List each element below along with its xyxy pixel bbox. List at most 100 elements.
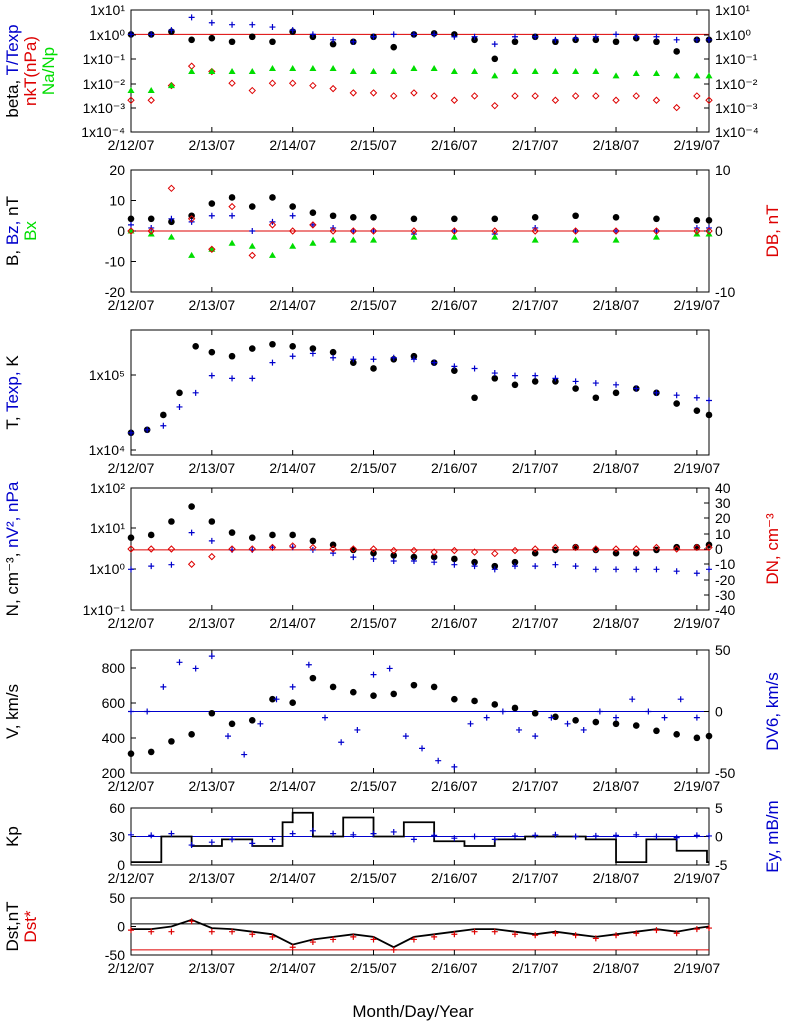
dv6-point [257,720,264,727]
bx-point [531,236,539,243]
dn-point [511,546,519,555]
nkt-npa--point [147,96,155,104]
dst--point [168,928,175,935]
dst--point [350,933,357,940]
t-point [531,378,539,385]
n-point [370,549,377,557]
db-point [228,202,236,211]
x-tick-label: 2/15/07 [350,615,397,631]
y2-tick-label: 1x10⁻⁴ [715,124,759,140]
t-point [329,348,337,356]
dst--point [693,926,700,933]
ey-point [128,831,134,838]
n-point [632,549,640,557]
nkt-npa--point [652,96,661,104]
v-point [592,718,600,726]
db-point [612,227,620,235]
dv6-point [693,714,700,721]
y2-tick-label: 30 [715,495,731,511]
nv2-point [592,566,599,573]
texp-point [653,389,660,396]
dv6-point [451,763,458,770]
dv6-point [467,720,474,727]
b-point [309,209,317,216]
dst--point [208,928,215,935]
y-tick-label: 0 [117,919,125,935]
nkt-npa--point [470,92,479,100]
ey-point [532,832,539,839]
dv6-point [160,683,167,690]
dst--point [229,928,236,935]
t-texp-point [673,36,680,43]
t-texp-point [208,19,215,26]
series-nkt-npa- [127,62,713,112]
ey-point [633,831,640,838]
t-texp-point [390,31,397,38]
n-point [269,531,276,539]
dn-point [349,545,358,553]
t-point [491,375,499,382]
na-np-point [370,68,378,75]
y-axis-label-2: nkT(nPa) [21,36,40,106]
nv2-point [706,566,712,573]
series-b [127,194,713,226]
nkt-npa--point [491,101,499,110]
dst--point [653,927,660,934]
texp-point [370,356,377,363]
t-point [572,385,579,392]
dv6-point [564,720,571,727]
x-tick-label: 2/16/07 [431,778,478,794]
panel-7: 2/12/07 2/13/07 2/14/07 2/15/07 2/16/07 2/17/… [3,890,720,976]
ey-point [673,834,680,841]
x-tick-label: 2/17/07 [512,870,559,886]
y2-tick-label: 1x10⁰ [715,27,751,43]
dn-point [208,552,216,561]
v-point [188,731,195,738]
db-point [248,251,256,260]
texp-point [410,356,417,363]
bx-point [491,233,499,240]
db-point [450,227,459,235]
ey-point [249,840,256,847]
ey-point [693,832,700,839]
plot-frame [130,9,710,133]
beta-point [208,34,216,42]
x-tick-label: 2/17/07 [512,960,559,976]
x-tick-label: 2/13/07 [188,870,235,886]
ey-point [208,839,215,846]
texp-point [390,354,397,361]
dst--point [572,932,579,939]
y-axis-label: N, cm⁻³, nV², nPa [3,481,22,616]
t-texp-point [128,31,134,38]
n-point [228,529,236,536]
b-point [168,218,175,226]
series-dn [127,542,713,568]
panel-4: 2/12/07 2/13/07 2/14/07 2/15/07 2/16/07 2/17/… [3,480,782,631]
t-texp-point [289,27,296,34]
t-point [451,367,458,374]
x-tick-label: 2/18/07 [593,960,640,976]
ey-point [289,830,296,837]
dn-point [288,542,297,550]
dst--point [592,935,599,942]
na-np-point [390,68,398,75]
nkt-npa--point [693,92,701,100]
dn-point [672,545,681,553]
ey-point [592,832,599,839]
nv2-point [431,559,438,566]
bz-point [451,228,458,234]
dv6-point [322,714,329,721]
t-texp-point [572,35,579,42]
dv6-point [192,665,199,672]
beta-point [269,38,276,46]
bz-point [350,228,357,234]
texp-point [633,385,640,392]
bz-point [229,212,236,219]
y-axis-label-3: Na/Np [39,47,58,95]
v-point [572,716,579,724]
dn-point [390,546,398,555]
b-point [410,215,418,223]
t-texp-point [451,33,458,40]
bx-point [572,236,580,243]
na-np-point [248,68,256,75]
